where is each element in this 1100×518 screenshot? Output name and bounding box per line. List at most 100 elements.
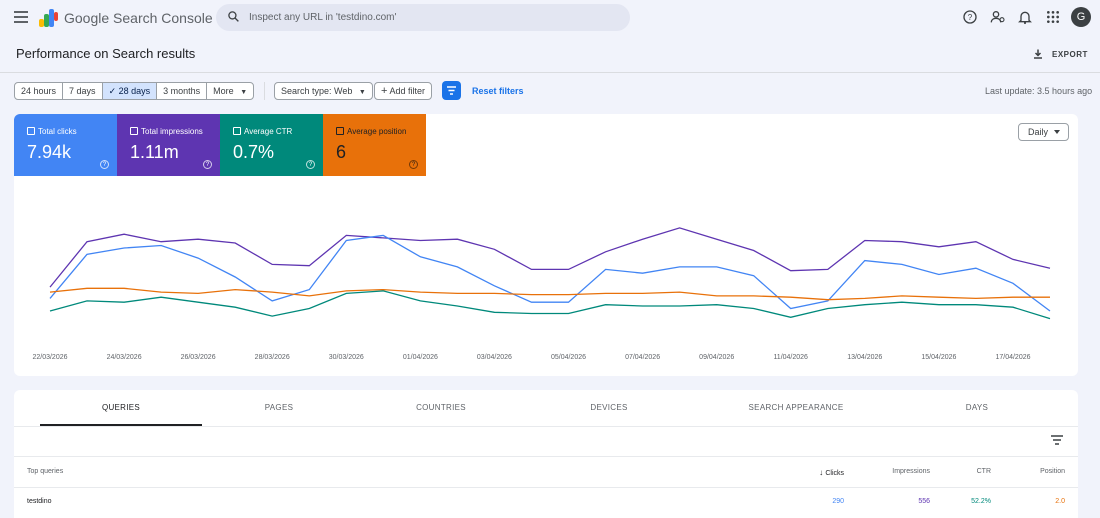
cell-clicks: 290 bbox=[832, 498, 844, 505]
x-tick-label: 13/04/2026 bbox=[847, 354, 882, 361]
search-type-label: Search type: Web bbox=[281, 86, 353, 96]
col-header-impressions[interactable]: Impressions bbox=[892, 468, 930, 475]
range-3-months[interactable]: 3 months bbox=[157, 83, 208, 99]
filter-options-button[interactable] bbox=[442, 81, 461, 100]
metric-value: 6 bbox=[336, 142, 347, 162]
plus-icon: + bbox=[381, 85, 388, 97]
range-24-hours[interactable]: 24 hours bbox=[15, 83, 64, 99]
download-icon bbox=[1034, 49, 1042, 59]
metric-value: 1.11m bbox=[130, 142, 179, 162]
col-header-clicks[interactable]: ↓ Clicks bbox=[794, 468, 844, 477]
filter-rows-icon[interactable] bbox=[1051, 435, 1063, 445]
cell-impressions: 556 bbox=[918, 498, 930, 505]
tab-pages[interactable]: PAGES bbox=[264, 403, 294, 412]
results-table-card: QUERIES PAGES COUNTRIES DEVICES SEARCH A… bbox=[14, 390, 1078, 518]
user-avatar[interactable]: G bbox=[1071, 7, 1091, 27]
range-7-days[interactable]: 7 days bbox=[63, 83, 103, 99]
sort-descending-icon: ↓ bbox=[819, 468, 826, 477]
header-divider bbox=[14, 487, 1078, 488]
metric-value: 0.7% bbox=[233, 142, 275, 162]
series-line-total-impressions bbox=[49, 227, 1051, 288]
x-tick-label: 11/04/2026 bbox=[773, 354, 808, 361]
search-type-dropdown[interactable]: Search type: Web ▼ bbox=[274, 82, 373, 100]
metric-label: Total clicks bbox=[27, 127, 77, 136]
url-inspection-search[interactable] bbox=[216, 4, 630, 31]
x-tick-label: 01/04/2026 bbox=[403, 354, 438, 361]
x-tick-label: 05/04/2026 bbox=[551, 354, 586, 361]
x-tick-label: 26/03/2026 bbox=[181, 354, 216, 361]
tab-devices[interactable]: DEVICES bbox=[590, 403, 628, 412]
caret-down-icon: ▼ bbox=[240, 89, 248, 96]
col-header-clicks-label: Clicks bbox=[825, 470, 844, 477]
tab-countries[interactable]: COUNTRIES bbox=[416, 403, 466, 412]
series-line-total-clicks bbox=[49, 234, 1051, 312]
search-icon bbox=[228, 11, 239, 22]
help-icon[interactable]: ? bbox=[306, 160, 315, 169]
x-tick-label: 22/03/2026 bbox=[32, 354, 67, 361]
cell-position: 2.0 bbox=[1055, 498, 1065, 505]
page-title: Performance on Search results bbox=[16, 46, 196, 61]
top-bar: Google Search Console ? G bbox=[0, 0, 1100, 36]
toolbar-divider bbox=[14, 456, 1078, 457]
search-console-logo[interactable] bbox=[39, 9, 59, 27]
metric-value: 7.94k bbox=[27, 142, 72, 162]
app-title: Google Search Console bbox=[64, 10, 213, 26]
x-tick-label: 03/04/2026 bbox=[477, 354, 512, 361]
help-icon[interactable]: ? bbox=[203, 160, 212, 169]
date-range-selector: 24 hours 7 days ✓ 28 days 3 months More … bbox=[14, 82, 255, 100]
cell-query[interactable]: testdino bbox=[27, 498, 52, 505]
x-tick-label: 24/03/2026 bbox=[107, 354, 142, 361]
metric-total-impressions[interactable]: Total impressions 1.11m ? bbox=[117, 114, 220, 176]
tab-search-appearance[interactable]: SEARCH APPEARANCE bbox=[748, 403, 844, 412]
range-more-dropdown[interactable]: More ▼ bbox=[207, 83, 253, 99]
performance-line-chart: 22/03/2026 24/03/2026 26/03/2026 28/03/2026… bbox=[32, 227, 1051, 361]
x-tick-label: 28/03/2026 bbox=[255, 354, 290, 361]
more-label: More bbox=[213, 86, 234, 96]
performance-chart-card: 22/03/2026 24/03/2026 26/03/2026 28/03/2026… bbox=[14, 114, 1078, 376]
series-line-average-ctr bbox=[49, 290, 1051, 320]
granularity-dropdown[interactable]: Daily bbox=[1018, 123, 1069, 141]
active-tab-indicator bbox=[40, 424, 202, 426]
add-filter-label: Add filter bbox=[389, 86, 425, 96]
tab-queries[interactable]: QUERIES bbox=[101, 403, 141, 412]
hamburger-menu-icon[interactable] bbox=[14, 11, 28, 25]
checkmark-icon: ✓ bbox=[108, 86, 119, 96]
manage-users-icon[interactable] bbox=[990, 9, 1006, 25]
filter-separator bbox=[264, 82, 265, 100]
add-filter-button[interactable]: + Add filter bbox=[374, 82, 432, 100]
cell-ctr: 52.2% bbox=[971, 498, 991, 505]
metric-label: Average CTR bbox=[233, 127, 292, 136]
reset-filters-link[interactable]: Reset filters bbox=[472, 86, 524, 96]
caret-down-icon: ▼ bbox=[358, 89, 366, 96]
tabs-divider bbox=[14, 426, 1078, 427]
help-icon[interactable]: ? bbox=[100, 160, 109, 169]
search-input[interactable] bbox=[249, 8, 609, 27]
col-header-query: Top queries bbox=[27, 468, 64, 475]
tab-days[interactable]: DAYS bbox=[965, 403, 989, 412]
metric-average-ctr[interactable]: Average CTR 0.7% ? bbox=[220, 114, 323, 176]
series-line-average-position bbox=[49, 287, 1050, 301]
export-button[interactable]: EXPORT bbox=[1032, 46, 1088, 62]
metric-label: Total impressions bbox=[130, 127, 203, 136]
svg-text:?: ? bbox=[968, 13, 973, 22]
header-divider bbox=[0, 72, 1100, 73]
range-28-days[interactable]: ✓ 28 days bbox=[102, 83, 158, 99]
metric-average-position[interactable]: Average position 6 ? bbox=[323, 114, 426, 176]
col-header-position[interactable]: Position bbox=[1040, 468, 1065, 475]
export-label: EXPORT bbox=[1052, 49, 1088, 59]
x-tick-label: 17/04/2026 bbox=[995, 354, 1030, 361]
help-icon[interactable]: ? bbox=[409, 160, 418, 169]
x-tick-label: 09/04/2026 bbox=[699, 354, 734, 361]
apps-grid-icon[interactable] bbox=[1045, 9, 1061, 25]
metric-total-clicks[interactable]: Total clicks 7.94k ? bbox=[14, 114, 117, 176]
range-28-days-label: 28 days bbox=[118, 86, 151, 96]
col-header-ctr[interactable]: CTR bbox=[976, 468, 991, 475]
notifications-bell-icon[interactable] bbox=[1017, 9, 1033, 25]
filter-settings-icon bbox=[447, 86, 456, 95]
help-icon[interactable]: ? bbox=[962, 9, 978, 25]
x-tick-label: 30/03/2026 bbox=[329, 354, 364, 361]
last-update-text: Last update: 3.5 hours ago bbox=[985, 86, 1093, 96]
x-tick-label: 15/04/2026 bbox=[921, 354, 956, 361]
x-tick-label: 07/04/2026 bbox=[625, 354, 660, 361]
metric-label: Average position bbox=[336, 127, 406, 136]
